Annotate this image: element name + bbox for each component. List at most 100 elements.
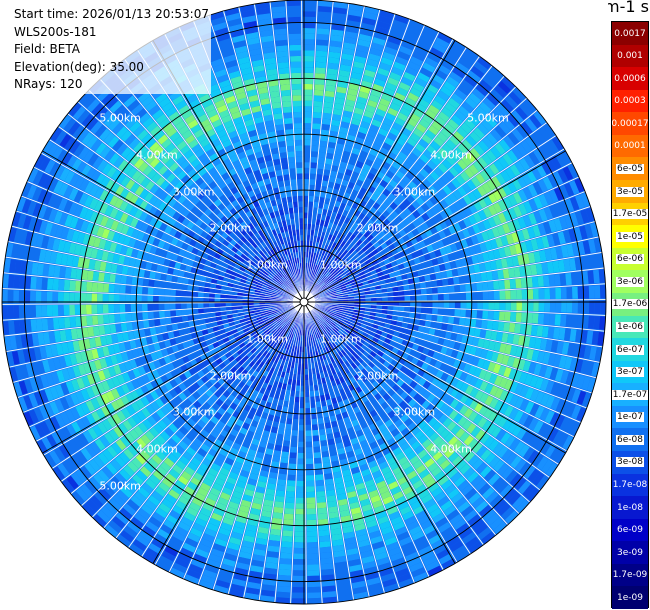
- range-gate-cell: [361, 344, 368, 351]
- range-gate-cell: [375, 419, 384, 427]
- range-gate-cell: [352, 346, 359, 353]
- range-gate-cell: [587, 270, 595, 284]
- range-gate-cell: [384, 46, 398, 56]
- range-gate-cell: [500, 170, 511, 183]
- range-gate-cell: [275, 439, 283, 446]
- range-gate-cell: [303, 100, 313, 107]
- range-gate-cell: [297, 363, 301, 369]
- range-gate-cell: [528, 151, 540, 165]
- range-gate-cell: [326, 265, 332, 272]
- range-gate-cell: [24, 305, 31, 318]
- range-gate-cell: [325, 79, 337, 87]
- range-gate-cell: [181, 284, 188, 291]
- range-gate-cell: [323, 278, 329, 283]
- range-gate-cell: [367, 334, 374, 341]
- range-gate-cell: [318, 366, 324, 373]
- range-gate-cell: [324, 478, 334, 486]
- range-gate-cell: [434, 360, 443, 369]
- range-gate-cell: [593, 269, 600, 284]
- range-gate-cell: [134, 512, 148, 525]
- range-gate-cell: [381, 201, 389, 210]
- range-gate-cell: [175, 460, 187, 470]
- range-gate-cell: [503, 246, 512, 257]
- ray-separator: [303, 301, 509, 526]
- range-gate-cell: [318, 157, 325, 164]
- range-gate-cell: [420, 519, 434, 530]
- range-gate-cell: [320, 552, 332, 559]
- range-gate-cell: [376, 456, 386, 465]
- range-gate-cell: [483, 207, 492, 218]
- range-gate-cell: [415, 484, 427, 495]
- range-gate-cell: [280, 547, 293, 554]
- range-gate-cell: [315, 320, 320, 326]
- range-gate-cell: [533, 148, 545, 163]
- range-gate-cell: [222, 558, 236, 567]
- range-gate-cell: [444, 207, 454, 217]
- range-gate-cell: [418, 275, 426, 283]
- range-gate-cell: [464, 488, 477, 500]
- range-gate-cell: [203, 303, 210, 308]
- range-gate-cell: [309, 263, 312, 270]
- range-gate-cell: [481, 231, 490, 242]
- range-gate-cell: [485, 115, 498, 128]
- range-gate-cell: [488, 204, 498, 216]
- range-gate-cell: [243, 348, 251, 355]
- range-gate-cell: [49, 416, 61, 430]
- range-gate-cell: [172, 531, 186, 542]
- range-gate-cell: [533, 196, 543, 209]
- range-gate-cell: [486, 93, 500, 106]
- range-gate-cell: [204, 411, 213, 420]
- range-gate-cell: [333, 230, 339, 237]
- range-gate-cell: [315, 253, 319, 260]
- range-gate-cell: [342, 47, 355, 56]
- range-gate-cell: [381, 288, 388, 293]
- range-gate-cell: [333, 471, 342, 479]
- range-gate-cell: [375, 510, 387, 520]
- range-gate-cell: [482, 301, 489, 310]
- range-gate-cell: [564, 356, 573, 370]
- range-gate-cell: [226, 362, 234, 370]
- range-gate-cell: [584, 224, 594, 239]
- range-gate-cell: [477, 123, 489, 136]
- range-gate-cell: [468, 246, 477, 256]
- range-gate-cell: [388, 547, 402, 557]
- range-gate-cell: [366, 262, 374, 269]
- range-gate-cell: [421, 400, 431, 410]
- range-gate-cell: [163, 457, 175, 468]
- range-gate-cell: [430, 367, 439, 376]
- range-gate-cell: [351, 317, 358, 322]
- range-gate-cell: [468, 265, 475, 274]
- range-gate-cell: [495, 259, 503, 270]
- range-gate-cell: [443, 505, 456, 517]
- range-gate-cell: [318, 331, 322, 338]
- range-gate-cell: [561, 342, 570, 355]
- range-gate-cell: [199, 580, 214, 590]
- range-gate-cell: [394, 326, 402, 332]
- range-gate-cell: [354, 304, 360, 308]
- range-gate-cell: [257, 346, 263, 353]
- range-gate-cell: [219, 569, 233, 578]
- range-gate-cell: [376, 133, 386, 142]
- range-gate-cell: [537, 275, 544, 287]
- range-gate-cell: [361, 503, 373, 512]
- range-gate-cell: [254, 343, 261, 350]
- range-gate-cell: [323, 101, 334, 109]
- range-gate-cell: [289, 327, 293, 333]
- range-gate-cell: [363, 238, 370, 246]
- range-gate-cell: [209, 487, 221, 497]
- range-gate-cell: [234, 437, 244, 446]
- range-gate-cell: [312, 316, 317, 322]
- range-gate-cell: [555, 287, 562, 299]
- range-gate-cell: [397, 151, 408, 161]
- range-gate-cell: [441, 159, 452, 170]
- range-gate-cell: [545, 462, 558, 477]
- range-gate-cell: [268, 379, 275, 386]
- range-gate-cell: [270, 426, 278, 434]
- range-gate-cell: [147, 311, 154, 319]
- range-gate-cell: [254, 335, 261, 341]
- range-gate-cell: [505, 233, 514, 245]
- range-gate-cell: [409, 289, 416, 296]
- range-gate-cell: [550, 155, 562, 170]
- range-gate-cell: [148, 319, 155, 328]
- range-gate-cell: [432, 336, 440, 344]
